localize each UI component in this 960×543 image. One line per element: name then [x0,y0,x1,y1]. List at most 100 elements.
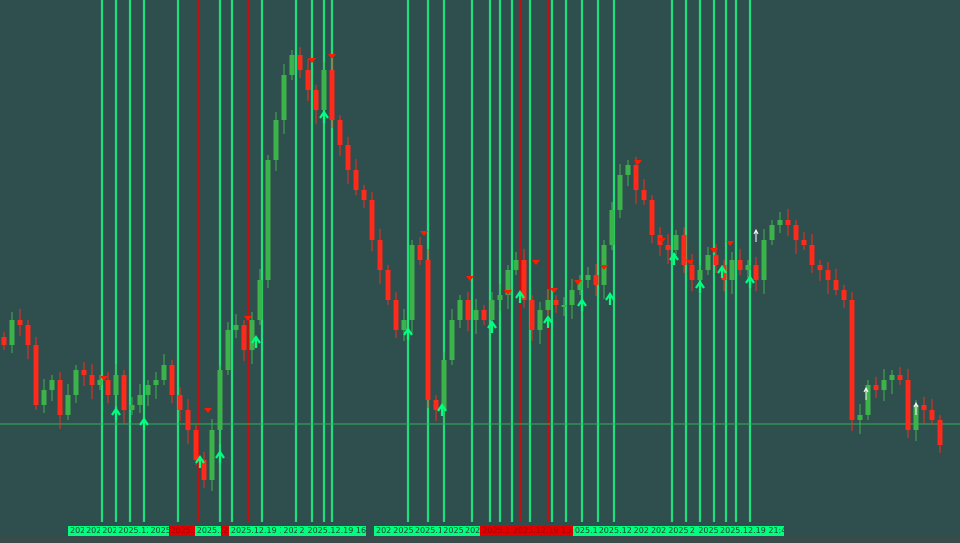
candle-body [225,330,231,370]
candle-body [897,375,903,380]
candle-body [241,325,247,350]
candle-body [449,320,455,360]
candle-body [513,260,519,270]
candle-body [697,270,703,280]
time-label-strip-right: 202 2025 2025.1 2025 202 2025.1 2025.12.19 15… [374,526,785,536]
candle-body [457,300,463,320]
buy-arrow-icon [745,275,755,288]
candle-body [577,280,583,290]
sell-marker-icon [504,290,512,295]
sell-marker-icon [600,265,608,270]
candle-body [833,280,839,290]
candle-body [385,270,391,300]
candle-body [497,295,503,300]
candle-body [193,430,199,460]
time-label: 202 [374,526,392,536]
time-label: 202 [462,526,481,536]
candle-body [249,320,255,350]
time-label: 2025.1 [194,526,221,536]
candle-body [489,300,495,320]
candle-body [281,75,287,120]
candle-body [609,210,615,245]
candle-body [721,265,727,280]
candle-body [65,395,71,415]
candle-body [17,320,23,325]
time-label-strip-left: 2022022022025.12.20252025.12025.122025.1… [68,526,366,536]
candle-body [761,240,767,280]
buy-arrow-icon [669,252,679,265]
candle-body [521,260,527,300]
candle-body [33,345,39,405]
sell-marker-icon [532,260,540,265]
candle-body [913,405,919,430]
candle-body [73,370,79,395]
sell-marker-icon [328,54,336,59]
candle-body [113,375,119,395]
candle-body [105,380,111,395]
time-label: 2 [220,526,229,536]
candle-body [473,310,479,320]
buy-arrow-icon [577,298,587,311]
candle-body [857,415,863,420]
candle-body [793,225,799,240]
candle-body [137,395,143,405]
candle-body [537,310,543,330]
candle-body [425,260,431,400]
sell-marker-icon [574,280,582,285]
sell-marker-icon [100,376,108,381]
candle-body [937,420,943,445]
horizontal-scrollbar[interactable] [0,538,960,543]
candle-body [129,405,135,410]
candle-body [633,165,639,190]
candle-body [81,370,87,375]
time-label: 2025 [666,526,688,536]
sell-marker-icon [686,260,694,265]
candle-body [705,255,711,270]
candle-body [177,395,183,410]
candle-body [361,190,367,200]
time-label: 2025.12.19 21:45 [718,526,785,536]
candle-body [593,275,599,285]
sell-marker-icon [244,316,252,321]
candle-body [649,200,655,235]
buy-arrow-icon [195,455,205,468]
candle-body [353,170,359,190]
buy-arrow-icon [215,450,225,463]
time-label: 2025.12. [116,526,149,536]
candle-body [753,265,759,280]
candle-body [417,245,423,260]
candle-body [233,325,239,330]
candle-body [617,175,623,210]
candle-body [401,320,407,330]
candle-body [313,90,319,110]
candle-body [569,290,575,305]
candle-body [849,300,855,420]
candle-body [297,55,303,70]
time-label: 2 [297,526,306,536]
candle-body [289,55,295,75]
time-label: 2025 [696,526,719,536]
time-label: 202 [281,526,298,536]
candle-body [97,380,103,385]
sell-marker-icon [420,231,428,236]
white-arrow-icon [753,228,759,242]
candle-body [9,320,15,345]
buy-arrow-icon [605,292,615,305]
candle-body [393,300,399,330]
candle-body [329,70,335,120]
candle-body [809,245,815,265]
candle-body [889,375,895,380]
candle-body [561,305,567,307]
sell-marker-icon [204,408,212,413]
time-label: 202 [84,526,101,536]
time-label: 2025.1 [168,526,195,536]
candle-body [881,380,887,390]
time-label: 202 [648,526,667,536]
candle-body [505,270,511,295]
candle-body [673,235,679,250]
buy-arrow-icon [111,407,121,420]
candle-body [121,375,127,410]
candle-body [377,240,383,270]
buy-arrow-icon [695,280,705,293]
